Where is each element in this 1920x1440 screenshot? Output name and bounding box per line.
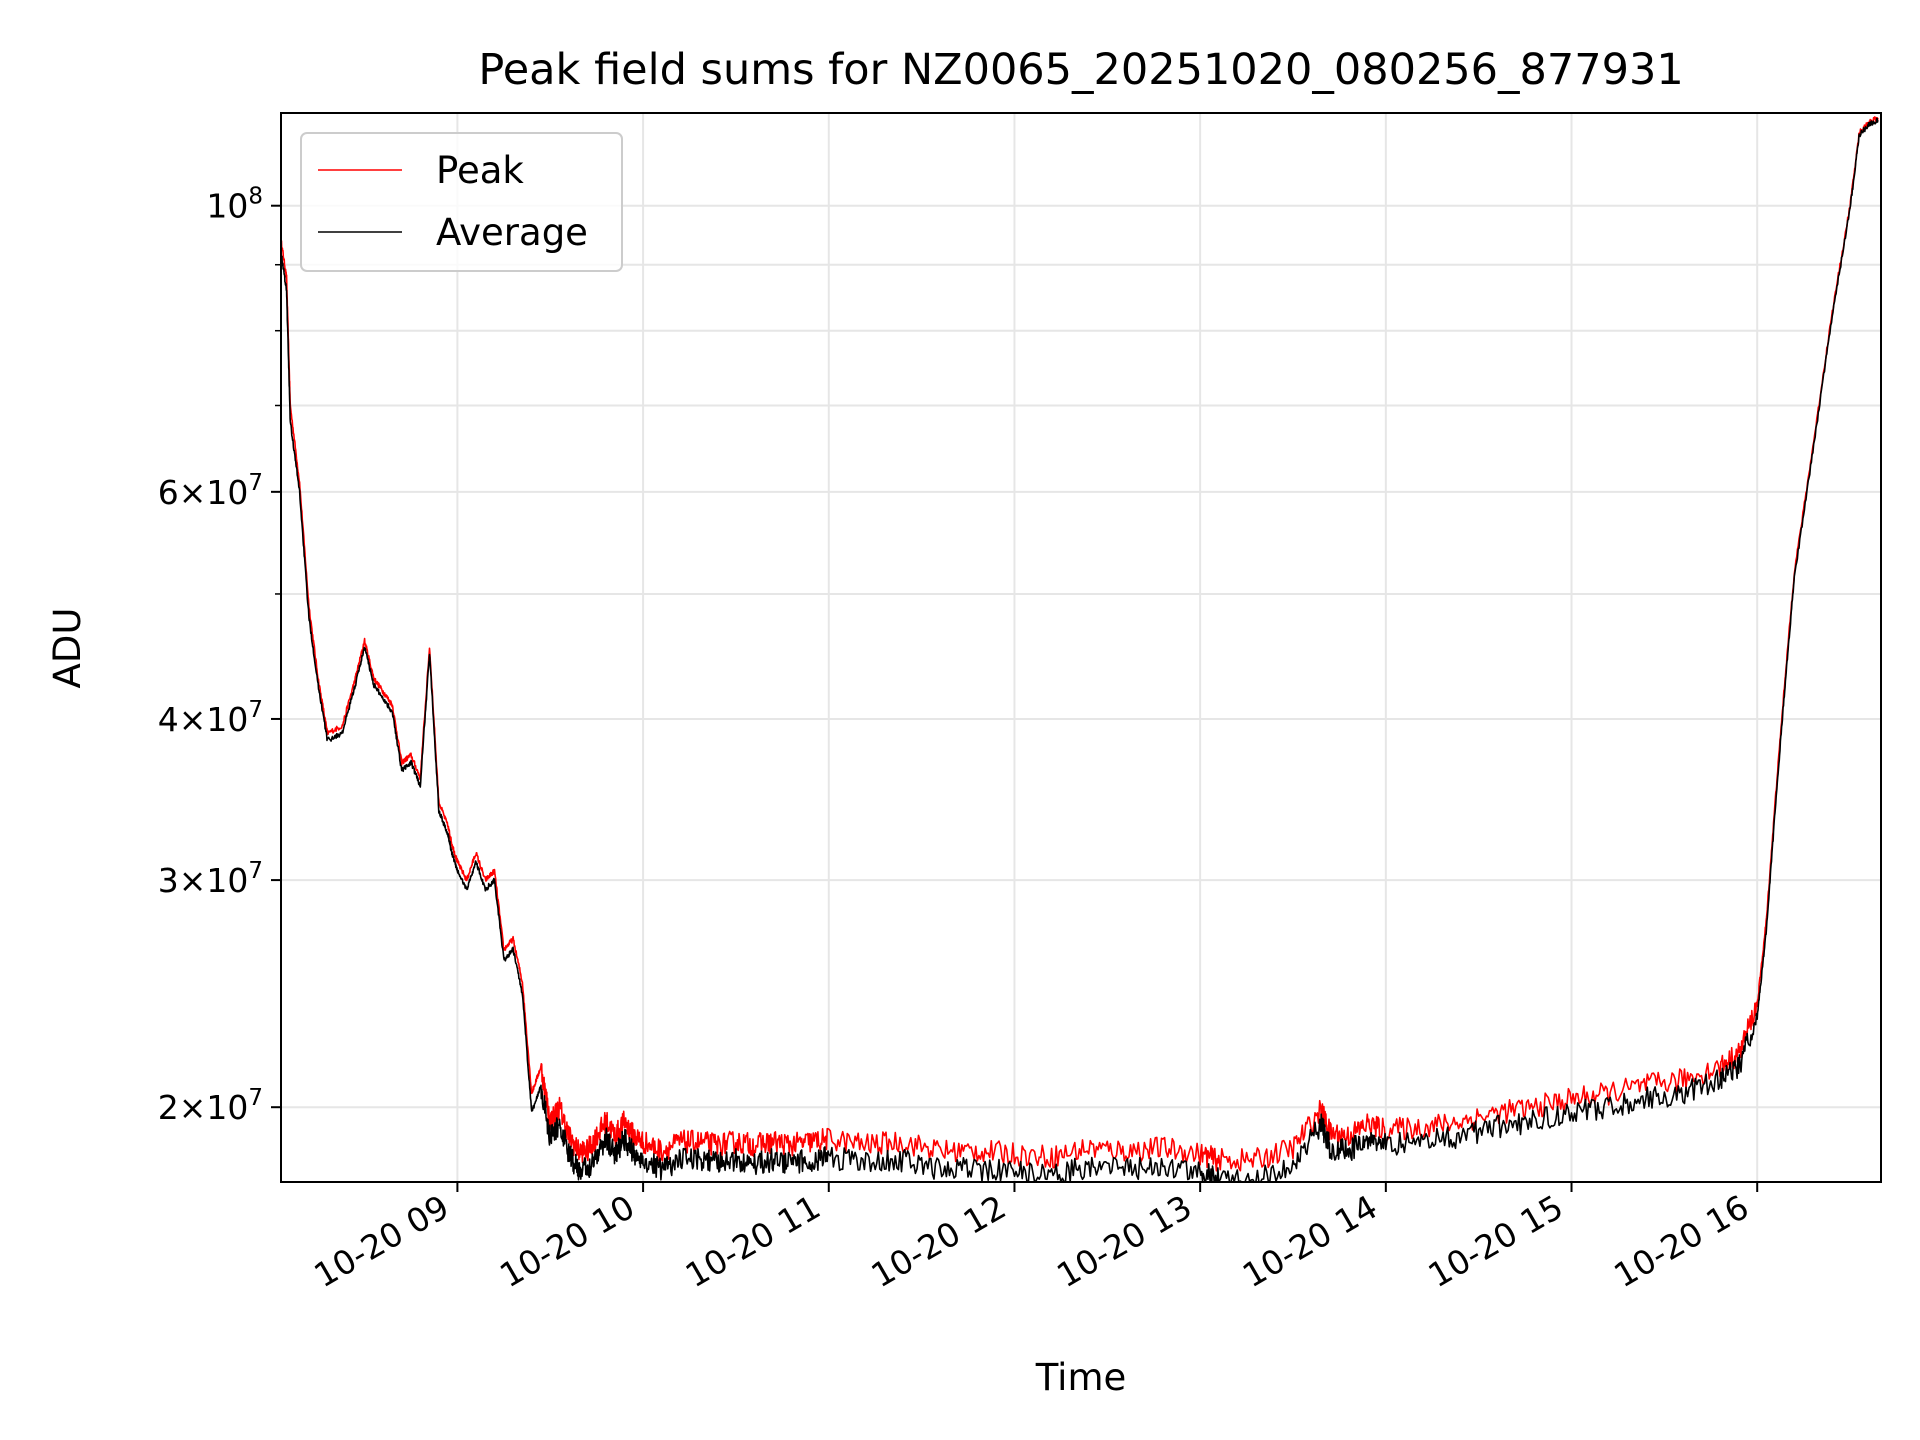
legend-label-peak: Peak [436, 149, 524, 192]
x-axis-label: Time [1035, 1356, 1127, 1399]
x-tick-label: 10-20 10 [493, 1187, 641, 1295]
x-tick-label: 10-20 12 [864, 1187, 1012, 1295]
legend-label-average: Average [436, 211, 588, 254]
x-tick-label: 10-20 11 [679, 1187, 827, 1295]
y-axis-label: ADU [46, 608, 89, 689]
series-line-peak [280, 116, 1879, 1172]
grid [281, 113, 1881, 1182]
chart-title: Peak field sums for NZ0065_20251020_0802… [478, 45, 1683, 95]
x-tick-label: 10-20 16 [1607, 1187, 1755, 1295]
x-tick-label: 10-20 09 [307, 1187, 455, 1295]
y-tick-label: 4×107 [158, 697, 263, 739]
y-tick-label: 3×107 [158, 858, 263, 900]
series-line-average [280, 117, 1879, 1183]
plot-frame [280, 112, 1882, 1183]
y-tick-label: 2×107 [158, 1085, 263, 1127]
y-tick-label: 108 [206, 184, 263, 226]
y-axis: 2×107 3×107 4×107 6×107 108 [158, 184, 281, 1127]
y-tick-label: 6×107 [158, 470, 263, 512]
legend: Peak Average [300, 132, 623, 272]
legend-box [300, 132, 623, 272]
x-tick-label: 10-20 14 [1236, 1187, 1384, 1295]
x-axis: 10-20 09 10-20 10 10-20 11 10-20 12 10-20 13… [307, 1182, 1759, 1295]
x-tick-label: 10-20 13 [1050, 1187, 1198, 1295]
x-tick-label: 10-20 15 [1422, 1187, 1570, 1295]
series-layer [280, 116, 1879, 1183]
